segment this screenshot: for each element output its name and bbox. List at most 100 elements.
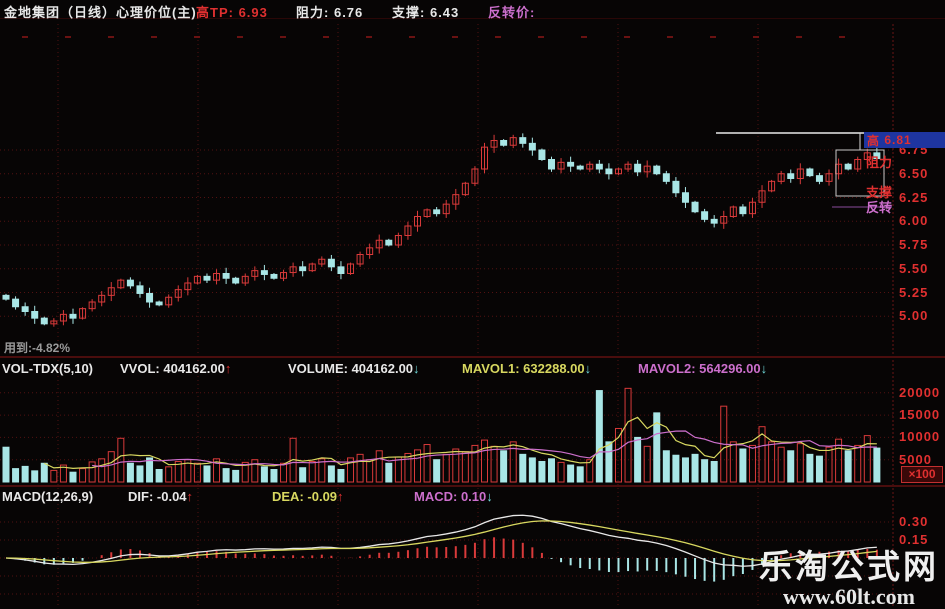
candle-body — [796, 168, 804, 179]
candle-body — [433, 209, 441, 215]
candle-body — [863, 152, 871, 161]
candle-body — [251, 270, 259, 277]
highlight-value: 6.81 — [884, 133, 912, 147]
candle-body — [787, 173, 795, 179]
volume-bar — [509, 441, 517, 483]
candle-body — [806, 168, 814, 177]
volume-bar — [835, 438, 843, 483]
candle-body — [873, 152, 881, 160]
candle-body — [461, 182, 469, 196]
volume-bar — [155, 469, 163, 483]
volume-bar — [347, 457, 355, 483]
candle-body — [260, 270, 268, 275]
volume-bar — [538, 460, 546, 483]
volume-bar — [452, 448, 460, 483]
volume-bar — [576, 466, 584, 483]
volume-bar — [557, 461, 565, 483]
volume-indicator-name[interactable]: VOL-TDX(5,10) — [2, 361, 94, 376]
candle-body — [729, 206, 737, 217]
volume-bar — [710, 460, 718, 483]
watermark-site-name: 乐淘公式网 — [759, 548, 939, 585]
candle-body — [739, 206, 747, 215]
dif-readout: DIF: -0.04↑ — [128, 489, 194, 504]
candle-body — [31, 311, 39, 319]
down-arrow-icon: ↓ — [760, 361, 768, 376]
volume-bar — [327, 465, 335, 483]
date-tick — [280, 36, 286, 38]
candle-body — [528, 142, 536, 151]
volume-bar — [614, 427, 622, 483]
volume-bar — [356, 453, 364, 483]
volume-bar — [634, 436, 642, 483]
candle-body — [98, 294, 106, 303]
candle-body — [500, 140, 508, 146]
candle-body — [404, 225, 412, 236]
volume-bar — [308, 460, 316, 483]
volume-bar — [241, 461, 249, 483]
volume-bar — [547, 458, 555, 483]
watermark-url: www.60lt.com — [783, 584, 915, 609]
candle-body — [222, 273, 230, 279]
candle-body — [844, 163, 852, 170]
candle-body — [509, 137, 517, 146]
volume-bar — [318, 458, 326, 483]
volume-bar — [433, 459, 441, 483]
macd-indicator-name[interactable]: MACD(12,26,9) — [2, 489, 94, 504]
axis-label: 5.75 — [899, 237, 929, 252]
candle-body — [213, 273, 221, 281]
candle-body — [662, 173, 670, 182]
volume-bar — [260, 466, 268, 483]
candle-body — [777, 173, 785, 182]
date-tick — [237, 36, 243, 38]
volume-bar — [624, 387, 632, 483]
dif-line — [5, 514, 877, 567]
volume-bar — [12, 468, 20, 483]
volume-bar — [337, 469, 345, 483]
resistance-value: 6.76 — [333, 5, 364, 20]
candle-body — [327, 258, 335, 268]
date-tick — [108, 36, 114, 38]
candle-body — [614, 168, 622, 175]
candle-body — [146, 292, 154, 303]
candle-body — [701, 211, 709, 220]
date-tick — [839, 36, 845, 38]
volume-bar — [815, 455, 823, 483]
candle-body — [854, 159, 862, 170]
volume-bar — [203, 465, 211, 483]
reversal-price-label: 反转价: — [488, 5, 536, 20]
highlight-prefix: 高 — [867, 133, 881, 148]
candle-body — [241, 275, 249, 284]
candle-body — [423, 209, 431, 218]
candle-body — [442, 203, 450, 215]
candle-body — [356, 254, 364, 265]
axis-label: 6.25 — [899, 189, 929, 205]
volume-bar — [825, 446, 833, 483]
volume-bar — [193, 462, 201, 483]
down-arrow-icon: ↓ — [413, 361, 420, 376]
overlay-reversal-label: 反转 — [866, 200, 893, 215]
support-label: 支撑: 6.43 — [392, 5, 460, 20]
volume-bar — [787, 450, 795, 483]
volume-readout: VOLUME: 404162.00↓ — [288, 361, 420, 376]
high-tp-value: 6.93 — [238, 5, 268, 20]
axis-label: 6.50 — [899, 165, 929, 181]
volume-bar — [442, 453, 450, 483]
volume-bar — [662, 450, 670, 483]
axis-label: 20000 — [899, 384, 941, 400]
volume-bar — [567, 464, 575, 483]
candle-body — [720, 216, 728, 224]
candle-body — [12, 298, 20, 308]
date-tick — [452, 36, 458, 38]
volume-bar — [251, 459, 259, 483]
candle-body — [691, 201, 699, 213]
candle-body — [21, 306, 29, 312]
volume-bar — [643, 445, 651, 483]
candle-body — [394, 235, 402, 246]
axis-label: 5.50 — [899, 260, 929, 276]
candle-body — [2, 294, 10, 300]
volume-bar — [471, 444, 479, 483]
volume-bar — [366, 459, 374, 483]
volume-bar — [2, 446, 10, 483]
volume-bar — [59, 464, 67, 483]
